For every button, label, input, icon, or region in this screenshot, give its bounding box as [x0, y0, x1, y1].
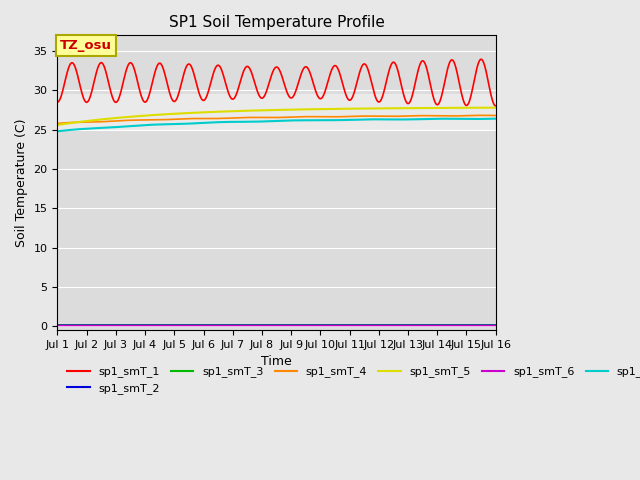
- sp1_smT_1: [483, 74, 491, 80]
- Title: SP1 Soil Temperature Profile: SP1 Soil Temperature Profile: [168, 15, 385, 30]
- sp1_smT_2: [104, 322, 111, 328]
- sp1_smT_1: [104, 75, 111, 81]
- sp1_smT_1: [241, 66, 248, 72]
- sp1_smT_1: [436, 98, 444, 104]
- sp1_smT_7: [104, 125, 111, 131]
- sp1_smT_4: [492, 113, 500, 119]
- Y-axis label: Soil Temperature (C): Soil Temperature (C): [15, 119, 28, 247]
- sp1_smT_6: [241, 323, 248, 328]
- sp1_smT_2: [221, 322, 229, 328]
- sp1_smT_3: [104, 323, 111, 328]
- sp1_smT_7: [241, 119, 248, 125]
- sp1_smT_6: [436, 323, 444, 328]
- sp1_smT_1: [54, 99, 61, 105]
- sp1_smT_2: [483, 322, 491, 328]
- sp1_smT_7: [129, 123, 137, 129]
- sp1_smT_4: [104, 119, 111, 124]
- Line: sp1_smT_1: sp1_smT_1: [58, 59, 496, 106]
- sp1_smT_2: [492, 322, 500, 328]
- sp1_smT_7: [221, 119, 229, 125]
- sp1_smT_6: [54, 323, 61, 328]
- sp1_smT_6: [104, 323, 111, 328]
- sp1_smT_1: [221, 80, 229, 85]
- sp1_smT_4: [54, 120, 61, 126]
- Line: sp1_smT_5: sp1_smT_5: [58, 108, 496, 125]
- sp1_smT_6: [483, 323, 491, 328]
- sp1_smT_6: [129, 323, 137, 328]
- sp1_smT_2: [241, 322, 248, 328]
- Legend: sp1_smT_1, sp1_smT_2, sp1_smT_3, sp1_smT_4, sp1_smT_5, sp1_smT_6, sp1_smT_7: sp1_smT_1, sp1_smT_2, sp1_smT_3, sp1_smT…: [63, 362, 640, 398]
- sp1_smT_5: [492, 105, 500, 110]
- sp1_smT_1: [129, 64, 137, 70]
- sp1_smT_5: [104, 116, 111, 121]
- sp1_smT_2: [54, 322, 61, 328]
- sp1_smT_7: [54, 128, 61, 134]
- sp1_smT_4: [129, 117, 137, 123]
- X-axis label: Time: Time: [261, 355, 292, 369]
- sp1_smT_5: [436, 105, 444, 111]
- sp1_smT_4: [221, 115, 229, 121]
- sp1_smT_2: [129, 322, 137, 328]
- sp1_smT_7: [483, 116, 491, 122]
- sp1_smT_3: [221, 323, 229, 328]
- sp1_smT_3: [54, 323, 61, 328]
- sp1_smT_1: [477, 56, 485, 62]
- sp1_smT_5: [221, 108, 229, 114]
- Text: TZ_osu: TZ_osu: [60, 38, 111, 52]
- sp1_smT_6: [492, 323, 500, 328]
- sp1_smT_3: [492, 323, 500, 328]
- Line: sp1_smT_7: sp1_smT_7: [58, 119, 496, 131]
- sp1_smT_3: [241, 323, 248, 328]
- sp1_smT_5: [241, 108, 248, 114]
- sp1_smT_6: [221, 323, 229, 328]
- sp1_smT_4: [241, 115, 248, 120]
- sp1_smT_5: [129, 114, 137, 120]
- Bar: [58, 94, 496, 130]
- sp1_smT_1: [492, 103, 500, 109]
- sp1_smT_3: [129, 323, 137, 328]
- sp1_smT_7: [436, 116, 444, 121]
- sp1_smT_5: [483, 105, 491, 110]
- sp1_smT_4: [479, 112, 486, 118]
- sp1_smT_7: [492, 116, 500, 121]
- sp1_smT_3: [436, 323, 444, 328]
- Line: sp1_smT_4: sp1_smT_4: [58, 115, 496, 123]
- sp1_smT_3: [483, 323, 491, 328]
- sp1_smT_4: [483, 112, 491, 118]
- sp1_smT_2: [436, 322, 444, 328]
- sp1_smT_5: [54, 122, 61, 128]
- sp1_smT_4: [436, 113, 444, 119]
